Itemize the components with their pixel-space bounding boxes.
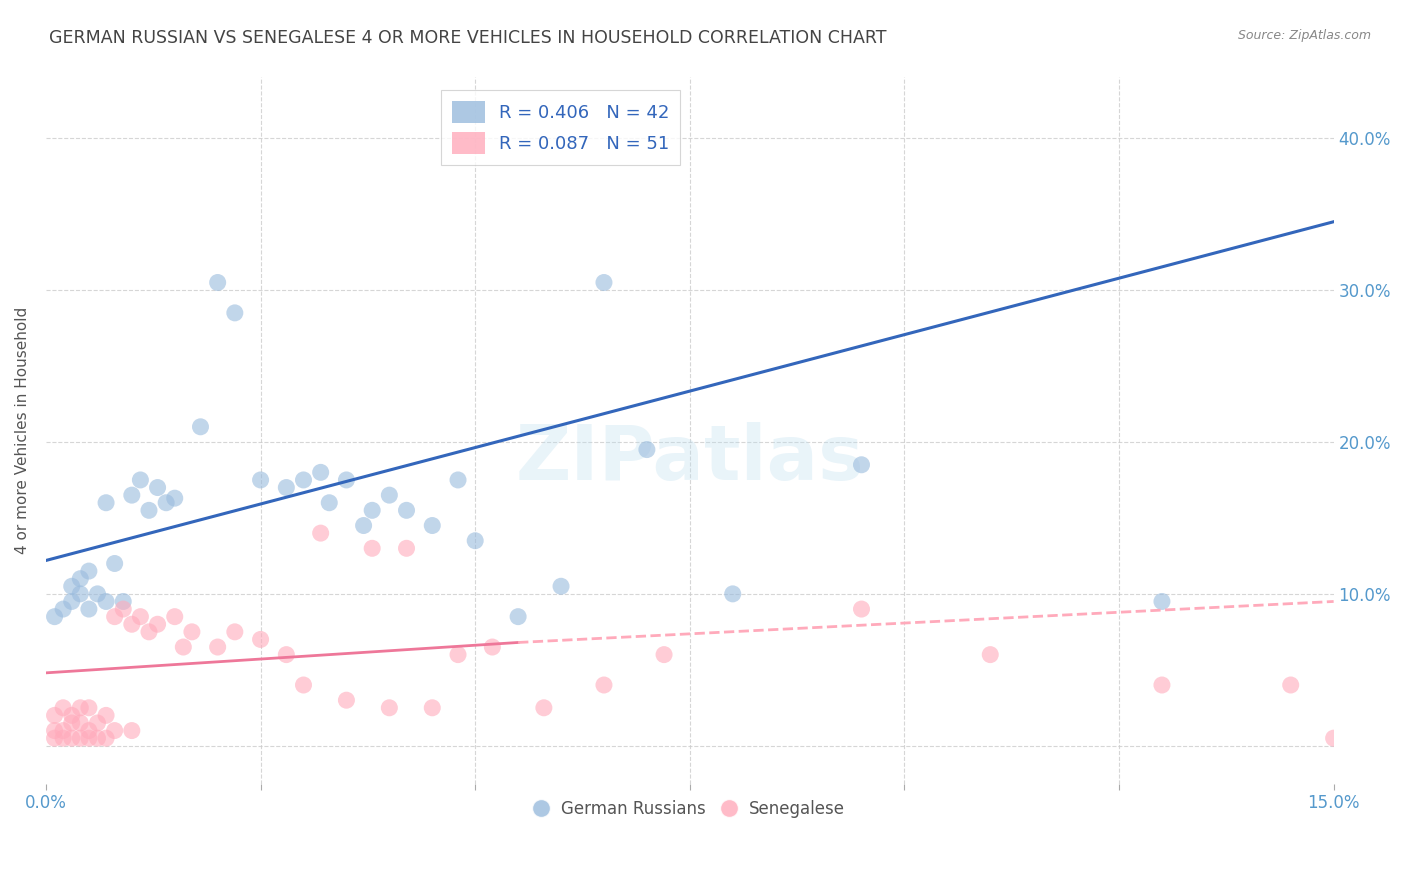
Point (533, 700, 555, 714)
Point (77, 723, 100, 738)
Point (180, 624, 202, 639)
Point (276, 648, 298, 662)
Point (636, 442, 658, 457)
Point (60, 708, 83, 723)
Point (44, 708, 66, 723)
Point (361, 503, 384, 517)
Point (447, 473, 470, 487)
Point (52, 731, 75, 746)
Point (292, 473, 315, 487)
Point (276, 481, 298, 495)
Point (378, 700, 401, 714)
Point (77, 602, 100, 616)
Point (1150, 678, 1173, 692)
Point (112, 594, 135, 608)
Point (94, 594, 117, 608)
Text: Source: ZipAtlas.com: Source: ZipAtlas.com (1237, 29, 1371, 42)
Point (207, 276, 229, 290)
Point (60, 579, 83, 593)
Point (69, 731, 91, 746)
Point (121, 488, 143, 502)
Point (121, 617, 143, 632)
Point (44, 731, 66, 746)
Point (86, 587, 108, 601)
Point (353, 518, 375, 533)
Point (395, 541, 418, 556)
Point (129, 609, 152, 624)
Point (224, 624, 246, 639)
Point (52, 700, 75, 714)
Point (69, 716, 91, 731)
Point (163, 491, 186, 505)
Point (104, 723, 127, 738)
Point (77, 731, 100, 746)
Point (224, 306, 246, 320)
Point (249, 632, 271, 647)
Legend: German Russians, Senegalese: German Russians, Senegalese (527, 794, 852, 825)
Point (335, 693, 357, 707)
Text: GERMAN RUSSIAN VS SENEGALESE 4 OR MORE VEHICLES IN HOUSEHOLD CORRELATION CHART: GERMAN RUSSIAN VS SENEGALESE 4 OR MORE V… (49, 29, 887, 46)
Point (104, 609, 127, 624)
Point (1323, 731, 1346, 746)
Text: ZIPatlas: ZIPatlas (516, 422, 865, 496)
Point (69, 572, 91, 586)
Point (60, 731, 83, 746)
Point (163, 609, 186, 624)
Point (52, 723, 75, 738)
Point (979, 648, 1001, 662)
Point (146, 481, 169, 495)
Point (77, 564, 100, 578)
Point (721, 587, 744, 601)
Point (155, 496, 177, 510)
Point (652, 648, 675, 662)
Point (309, 526, 332, 541)
Point (94, 731, 117, 746)
Point (138, 503, 160, 517)
Point (378, 488, 401, 502)
Point (550, 579, 572, 593)
Point (190, 419, 212, 434)
Point (481, 640, 503, 654)
Point (1150, 594, 1173, 608)
Point (420, 700, 443, 714)
Point (593, 276, 616, 290)
Point (104, 557, 127, 571)
Point (1279, 678, 1302, 692)
Point (249, 473, 271, 487)
Point (292, 678, 315, 692)
Point (44, 723, 66, 738)
Point (420, 518, 443, 533)
Point (851, 602, 873, 616)
Point (146, 617, 169, 632)
Y-axis label: 4 or more Vehicles in Household: 4 or more Vehicles in Household (15, 307, 30, 554)
Point (172, 640, 194, 654)
Point (86, 716, 108, 731)
Point (593, 678, 616, 692)
Point (464, 533, 486, 548)
Point (508, 609, 530, 624)
Point (318, 496, 340, 510)
Point (44, 609, 66, 624)
Point (395, 503, 418, 517)
Point (77, 700, 100, 714)
Point (94, 708, 117, 723)
Point (309, 466, 332, 480)
Point (60, 594, 83, 608)
Point (121, 723, 143, 738)
Point (94, 496, 117, 510)
Point (129, 473, 152, 487)
Point (335, 473, 357, 487)
Point (69, 587, 91, 601)
Point (851, 458, 873, 472)
Point (86, 731, 108, 746)
Point (69, 700, 91, 714)
Point (361, 541, 384, 556)
Point (112, 602, 135, 616)
Point (52, 602, 75, 616)
Point (138, 624, 160, 639)
Point (207, 640, 229, 654)
Point (447, 648, 470, 662)
Point (60, 716, 83, 731)
